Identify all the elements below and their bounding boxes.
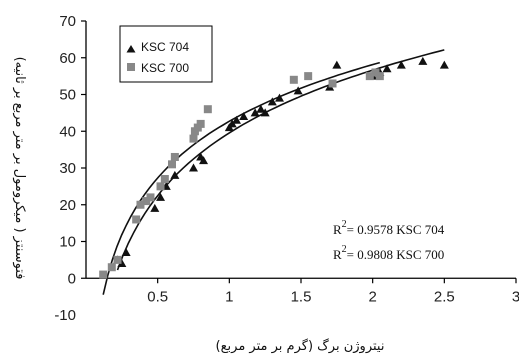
data-point-triangle [156, 192, 166, 201]
data-point-square [160, 175, 169, 184]
x-axis-ticks: 0.5 1 1.5 2 2.5 3 [147, 278, 519, 305]
r2-symbol: R [333, 247, 342, 262]
data-point-square [189, 134, 198, 143]
data-point-triangle [239, 112, 249, 121]
data-point-triangle [382, 64, 392, 73]
x-tick-label: 3 [512, 288, 519, 305]
data-point-triangle [150, 203, 160, 212]
x-axis-title: نیتروژن برگ (گرم بر متر مربع) [216, 337, 385, 354]
data-point-triangle [250, 108, 260, 117]
data-point-square [196, 119, 205, 128]
trend-curve-0 [116, 49, 445, 271]
x-tick-label: 2 [368, 288, 376, 305]
y-tick-label: 60 [59, 50, 76, 67]
y-tick-label: 40 [59, 123, 76, 140]
y-tick-label: -10 [54, 307, 76, 324]
data-point-square [365, 72, 374, 81]
legend-marker-ksc-700 [127, 63, 135, 71]
r2-exponent: 2 [342, 219, 347, 230]
data-point-triangle [232, 115, 241, 124]
y-tick-label: 10 [59, 234, 76, 251]
legend-marker-ksc-704 [126, 45, 136, 53]
y-tick-label: 20 [59, 197, 76, 214]
trend-curve-1 [102, 61, 381, 295]
data-point-triangle [121, 248, 131, 257]
y-tick-label: 0 [68, 270, 76, 287]
data-point-square [168, 160, 176, 169]
data-point-square [371, 68, 380, 77]
r2-annotation-ksc-700: R2= 0.9808 KSC 700 [333, 244, 444, 262]
r2-exponent: 2 [342, 244, 347, 255]
data-point-triangle [275, 93, 284, 102]
data-point-triangle [189, 163, 198, 172]
data-point-triangle [332, 60, 342, 69]
trend-curves [102, 49, 445, 295]
r2-symbol: R [333, 222, 342, 237]
data-point-square [132, 215, 141, 224]
data-point-triangle [256, 104, 266, 113]
legend-label-ksc-700: KSC 700 [141, 61, 189, 75]
x-tick-label: 0.5 [147, 288, 168, 305]
data-point-square [203, 105, 212, 114]
x-tick-label: 1.5 [291, 288, 312, 305]
x-tick-label: 1 [225, 288, 233, 305]
r2-value-ksc-704: = 0.9578 KSC 704 [347, 222, 445, 237]
data-points [99, 56, 449, 279]
data-point-triangle [199, 156, 209, 165]
data-point-square [146, 193, 155, 202]
data-point-square [304, 72, 313, 81]
y-tick-label: 70 [59, 13, 76, 30]
legend-label-ksc-704: KSC 704 [141, 40, 189, 54]
data-point-square [107, 263, 116, 272]
data-point-square [113, 255, 122, 264]
data-point-triangle [267, 97, 277, 106]
y-axis-ticks: -10 0 10 20 30 40 50 60 70 [54, 13, 86, 324]
data-point-square [99, 270, 108, 279]
y-tick-label: 50 [59, 87, 76, 104]
r2-value-ksc-700: = 0.9808 KSC 700 [347, 247, 445, 262]
data-point-square [375, 72, 384, 81]
y-axis-title: فتوسنتز ( میکرومول بر متر مربع بر ثانیه) [12, 57, 27, 280]
data-point-square [328, 79, 337, 88]
r2-annotations: R2= 0.9578 KSC 704 R2= 0.9808 KSC 700 [333, 219, 445, 262]
data-point-square [289, 75, 298, 84]
x-tick-label: 2.5 [434, 288, 455, 305]
data-point-triangle [293, 86, 303, 95]
data-point-triangle [117, 259, 127, 268]
data-point-square [136, 200, 145, 209]
data-point-triangle [439, 60, 449, 69]
data-point-square [142, 197, 151, 206]
data-point-triangle [418, 56, 428, 65]
data-point-triangle [170, 170, 180, 179]
legend-box [119, 25, 213, 83]
data-point-square [156, 182, 165, 191]
data-point-triangle [396, 60, 406, 69]
legend: KSC 704 KSC 700 [119, 25, 213, 83]
y-tick-label: 30 [59, 160, 76, 177]
r2-annotation-ksc-704: R2= 0.9578 KSC 704 [333, 219, 445, 237]
data-point-square [170, 152, 179, 161]
data-point-triangle [260, 108, 270, 117]
